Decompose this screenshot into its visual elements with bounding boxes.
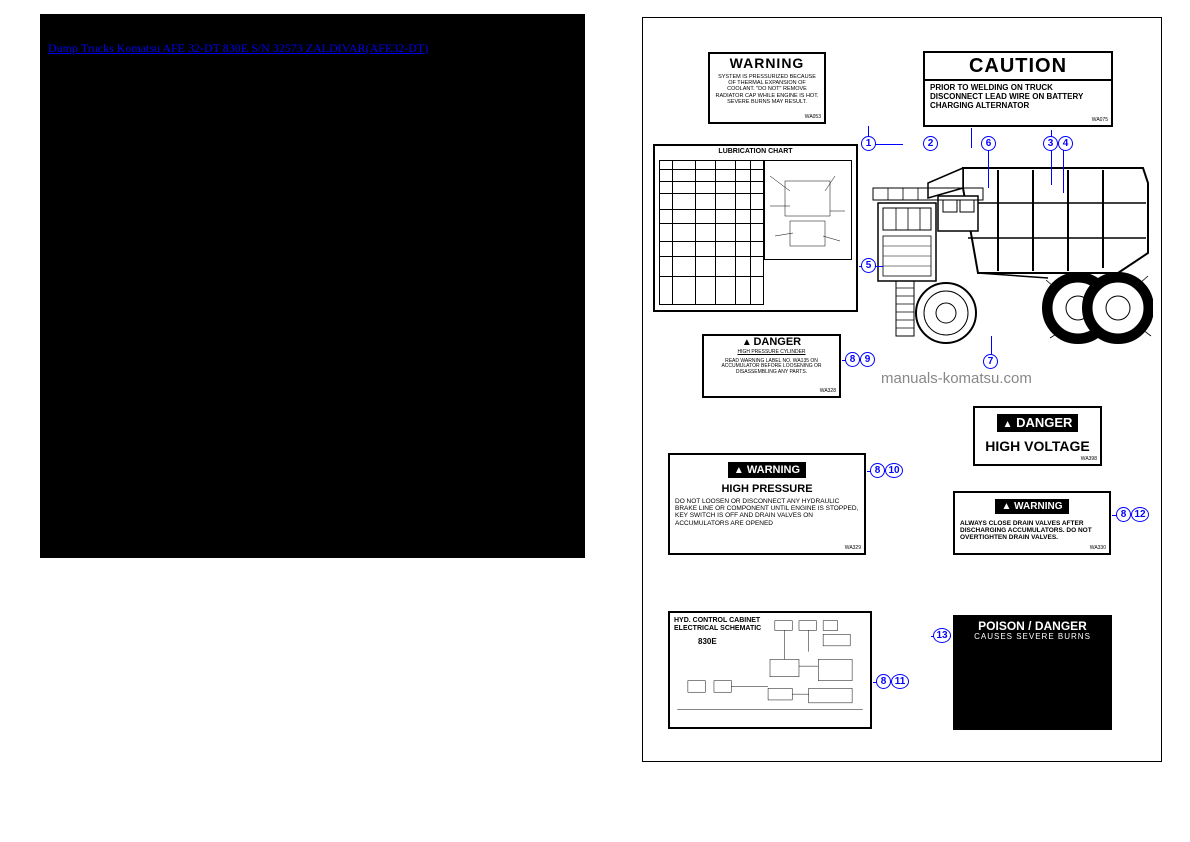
callout-4: 4 <box>1058 136 1073 151</box>
plate-poison-danger: POISON / DANGER CAUSES SEVERE BURNS <box>953 615 1112 730</box>
plate-ref: WA329 <box>845 546 861 552</box>
plate-body: PRIOR TO WELDING ON TRUCK DISCONNECT LEA… <box>925 81 1111 113</box>
plate-body <box>955 642 1110 667</box>
watermark: manuals-komatsu.com <box>881 370 1032 387</box>
plate-warning-drain: ▲ WARNING ALWAYS CLOSE DRAIN VALVES AFTE… <box>953 491 1111 555</box>
plate-subtitle: HIGH PRESSURE <box>670 483 864 495</box>
plate-title: POISON / DANGER <box>955 617 1110 633</box>
plate-title: WARNING <box>1014 501 1062 512</box>
plate-ref: WA330 <box>1090 546 1106 552</box>
plate-warning-high-pressure: ▲ WARNING HIGH PRESSURE DO NOT LOOSEN OR… <box>668 453 866 555</box>
plate-body: ALWAYS CLOSE DRAIN VALVES AFTER DISCHARG… <box>955 517 1109 544</box>
plate-body: SYSTEM IS PRESSURIZED BECAUSE OF THERMAL… <box>710 71 824 107</box>
plate-title: WARNING <box>747 464 800 476</box>
plate-caution: CAUTION PRIOR TO WELDING ON TRUCK DISCON… <box>923 51 1113 127</box>
callout-8b: 8 <box>870 463 885 478</box>
callout-5: 5 <box>861 258 876 273</box>
callout-11: 11 <box>891 674 909 689</box>
callout-8c: 8 <box>876 674 891 689</box>
plate-danger-high-voltage: ▲ DANGER HIGH VOLTAGE WA398 <box>973 406 1102 466</box>
callout-12: 12 <box>1131 507 1149 522</box>
schematic-diagram <box>670 613 870 727</box>
leader <box>971 128 972 148</box>
plate-subtitle: CAUSES SEVERE BURNS <box>955 633 1110 642</box>
callout-10: 10 <box>885 463 903 478</box>
plate-danger-cylinder: ▲ DANGER HIGH PRESSURE CYLINDER READ WAR… <box>702 334 841 398</box>
plate-title: CAUTION <box>925 53 1111 81</box>
plate-ref: WA053 <box>805 115 821 121</box>
callout-8d: 8 <box>1116 507 1131 522</box>
lube-truck-diagram <box>764 160 852 260</box>
plate-warning-pressurized: WARNING SYSTEM IS PRESSURIZED BECAUSE OF… <box>708 52 826 124</box>
callout-3: 3 <box>1043 136 1058 151</box>
diagram-panel: WARNING SYSTEM IS PRESSURIZED BECAUSE OF… <box>642 17 1162 762</box>
plate-ref: WA075 <box>1092 118 1108 124</box>
plate-title: DANGER <box>1016 415 1072 430</box>
plate-lubrication-chart: LUBRICATION CHART <box>653 144 858 312</box>
plate-body: DO NOT LOOSEN OR DISCONNECT ANY HYDRAULI… <box>670 495 864 530</box>
product-link[interactable]: Dump Trucks Komatsu AFE 32-DT 830E S/N 3… <box>48 41 428 56</box>
left-panel: Dump Trucks Komatsu AFE 32-DT 830E S/N 3… <box>40 14 585 558</box>
lube-table <box>659 160 764 305</box>
callout-2: 2 <box>923 136 938 151</box>
truck-illustration <box>868 148 1153 348</box>
plate-title: DANGER <box>753 336 801 348</box>
callout-1: 1 <box>861 136 876 151</box>
callout-6: 6 <box>981 136 996 151</box>
plate-title: LUBRICATION CHART <box>655 146 856 158</box>
plate-ref: WA328 <box>820 389 836 395</box>
plate-subtitle: HIGH VOLTAGE <box>975 439 1100 454</box>
callout-9: 9 <box>860 352 875 367</box>
callout-8a: 8 <box>845 352 860 367</box>
plate-title: WARNING <box>710 54 824 71</box>
plate-schematic: HYD. CONTROL CABINET ELECTRICAL SCHEMATI… <box>668 611 872 729</box>
callout-13: 13 <box>933 628 951 643</box>
plate-body: READ WARNING LABEL NO. WA135 ON ACCUMULA… <box>704 356 839 379</box>
callout-7: 7 <box>983 354 998 369</box>
plate-ref: WA398 <box>1081 457 1097 463</box>
